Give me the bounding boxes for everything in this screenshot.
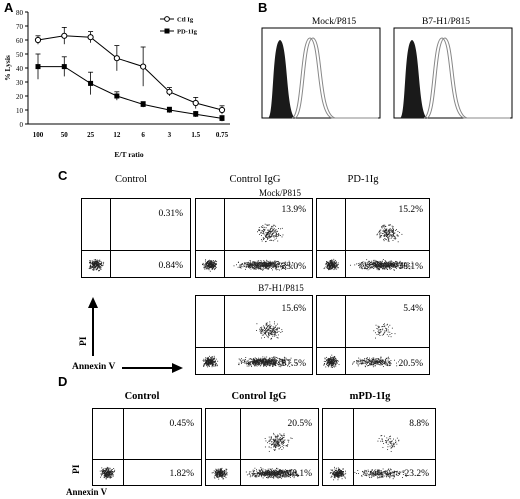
c-header-control-igg: Control IgG [229, 174, 281, 185]
y-tick-label: 70 [16, 23, 24, 31]
c-header-control: Control [114, 174, 148, 185]
d-header-mpd1ig: mPD-1Ig [349, 391, 391, 402]
facs-c2-igg-lr: 37.5% [281, 359, 306, 369]
facs-c-control-igg: 13.9% 33.0% [195, 198, 313, 278]
c-y-axis-label: PI [79, 336, 89, 347]
data-point-ctl [166, 88, 173, 95]
facs-d-mpd1ig: 8.8% 23.2% [322, 408, 436, 486]
stain-histogram-1 [294, 37, 378, 119]
facs-d-igg-lr: 48.1% [287, 469, 312, 479]
c-x-axis-label: Annexin V [72, 362, 116, 372]
stain-histogram-0 [291, 37, 378, 119]
y-axis-label: % Lysis [3, 55, 12, 81]
panel-letter-d: D [58, 374, 68, 389]
data-point-ctl [192, 99, 199, 107]
data-point-pd1 [88, 80, 94, 86]
facs-d-control-igg: 20.5% 48.1% [205, 408, 319, 486]
panel-letter-c: C [58, 168, 68, 183]
y-tick-label: 0 [20, 121, 24, 129]
y-tick-label: 30 [16, 79, 24, 87]
data-point-pd1 [61, 64, 67, 70]
isotype-histogram [268, 40, 296, 118]
legend-label: Ctl Ig [177, 17, 194, 24]
x-tick-label: 12 [113, 131, 121, 139]
panel-letter-a: A [4, 0, 14, 15]
data-point-ctl [140, 63, 147, 70]
facs-d-control-ur: 0.45% [169, 419, 194, 429]
histogram-title-b7h1: B7-H1/P815 [421, 17, 471, 27]
facs-d-mpd1ig-ur: 8.8% [409, 419, 429, 429]
d-header-control-igg: Control IgG [231, 391, 287, 402]
x-tick-label: 100 [33, 131, 44, 139]
y-tick-label: 10 [16, 107, 24, 115]
facs-c-control: 0.31% 0.84% [81, 198, 191, 278]
facs-d-mpd1ig-lr: 23.2% [404, 469, 429, 479]
series-line-0 [37, 35, 223, 111]
data-point-pd1 [193, 111, 199, 117]
y-tick-label: 80 [16, 9, 24, 17]
facs-c-control-lr: 0.84% [158, 261, 183, 271]
data-point-pd1 [140, 101, 146, 107]
facs-c2-control-igg: 15.6% 37.5% [195, 295, 313, 375]
data-point-ctl [34, 36, 42, 44]
y-tick-label: 60 [16, 37, 24, 45]
x-tick-label: 25 [87, 131, 95, 139]
y-tick-label: 20 [16, 93, 24, 101]
legend-marker [164, 28, 170, 34]
y-tick-label: 40 [16, 65, 24, 73]
data-point-ctl [61, 32, 68, 39]
facs-d-control-lr: 1.82% [169, 469, 194, 479]
facs-c2-igg-ur: 15.6% [281, 304, 306, 314]
facs-c-pd1ig-lr: 38.1% [398, 262, 423, 272]
facs-c-control-ur: 0.31% [158, 209, 183, 219]
data-point-ctl [113, 55, 120, 62]
y-tick-label: 50 [16, 51, 24, 59]
x-axis-label: E/T ratio [114, 150, 143, 159]
isotype-histogram [400, 40, 428, 118]
x-tick-label: 50 [61, 131, 69, 139]
data-point-pd1 [35, 64, 41, 70]
stain-histogram-1 [426, 37, 510, 119]
facs-c-igg-lr: 33.0% [281, 262, 306, 272]
histogram-panels [261, 27, 513, 119]
histogram-0 [261, 27, 381, 119]
facs-c-pd1ig-ur: 15.2% [398, 205, 423, 215]
c-row1-label: Mock/P815 [258, 188, 301, 198]
c-row2-label: B7-H1/P815 [258, 283, 304, 293]
data-point-ctl [87, 34, 94, 41]
histogram-title-mock: Mock/P815 [311, 17, 357, 27]
facs-c2-pd1ig-lr: 20.5% [398, 359, 423, 369]
x-tick-label: 1.5 [191, 131, 200, 139]
facs-c2-pd1ig: 5.4% 20.5% [316, 295, 430, 375]
series-line-1 [38, 66, 223, 119]
data-point-pd1 [114, 93, 120, 99]
c-header-pd1ig: PD-1Ig [347, 174, 379, 185]
data-point-pd1 [166, 107, 172, 113]
d-header-control: Control [124, 391, 160, 402]
stain-histogram-0 [423, 37, 510, 119]
legend-label: PD-1Ig [177, 29, 198, 36]
lysis-chart: 0 10 20 30 40 50 60 70 80 100 50 25 12 6 3 1.5 0.75 % Lys… [3, 9, 230, 159]
x-tick-label: 3 [168, 131, 172, 139]
data-point-pd1 [219, 115, 225, 121]
histogram-frame [393, 27, 513, 119]
panel-letter-b: B [258, 0, 268, 15]
facs-c-igg-ur: 13.9% [281, 205, 306, 215]
d-y-axis-label: PI [72, 464, 82, 475]
facs-d-control: 0.45% 1.82% [92, 408, 202, 486]
facs-c-pd1ig: 15.2% 38.1% [316, 198, 430, 278]
histogram-1 [393, 27, 513, 119]
facs-c2-pd1ig-ur: 5.4% [403, 304, 423, 314]
x-tick-label: 0.75 [216, 131, 229, 139]
legend-marker [164, 16, 170, 22]
x-tick-label: 6 [141, 131, 145, 139]
facs-d-igg-ur: 20.5% [287, 419, 312, 429]
histogram-frame [261, 27, 381, 119]
data-point-ctl [218, 106, 226, 114]
d-x-axis-label: Annexin V [66, 487, 108, 497]
